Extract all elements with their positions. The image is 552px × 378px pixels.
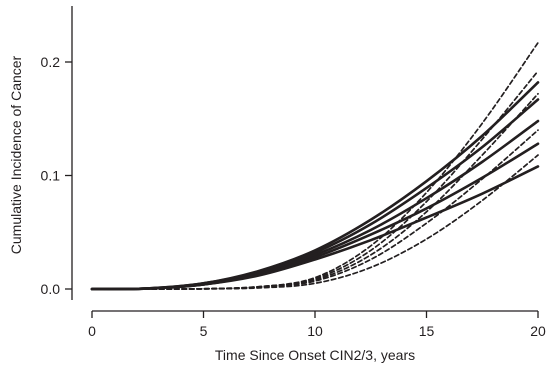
y-tick-label: 0.2 <box>41 54 61 70</box>
x-tick-label: 20 <box>530 323 546 339</box>
x-tick-label: 15 <box>419 323 435 339</box>
series-layer <box>90 41 540 291</box>
dashed-series-line-10 <box>91 154 539 290</box>
x-tick-label: 0 <box>88 323 96 339</box>
solid-series-line-5 <box>90 165 540 291</box>
y-tick-label: 0.1 <box>41 168 61 184</box>
solid-series-line-4 <box>90 142 540 291</box>
y-axis-label: Cumulative Incidence of Cancer <box>8 55 24 254</box>
y-tick-label: 0.0 <box>41 281 61 297</box>
x-axis-label: Time Since Onset CIN2/3, years <box>215 347 415 363</box>
ticks-layer: 0.0 0.1 0.2 0 5 10 15 20 <box>41 54 546 339</box>
x-tick-label: 10 <box>307 323 323 339</box>
x-tick-label: 5 <box>200 323 208 339</box>
